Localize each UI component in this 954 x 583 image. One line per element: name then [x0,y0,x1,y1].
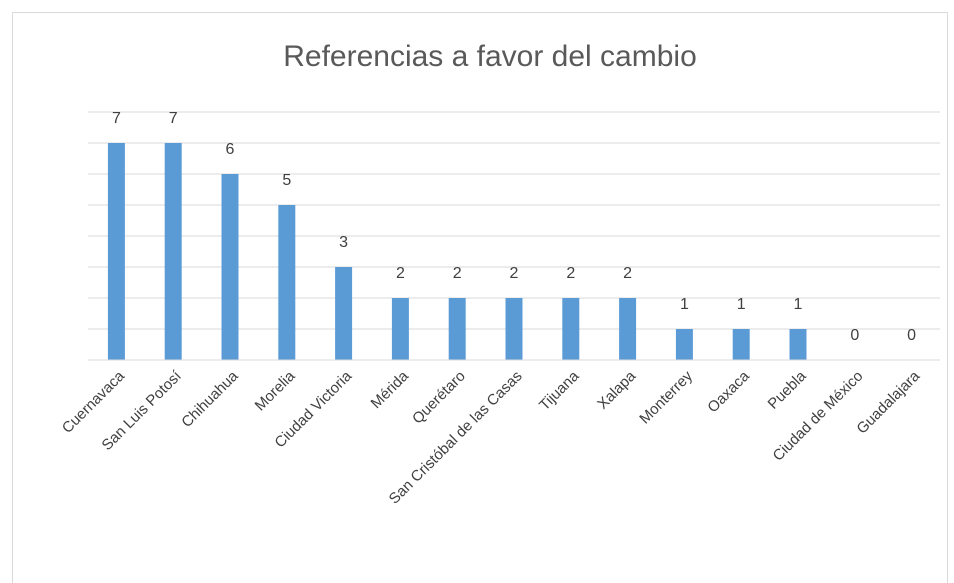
bar [391,298,409,360]
value-label: 6 [226,141,235,158]
value-label: 7 [169,110,178,127]
value-label: 7 [112,110,121,127]
bar [278,205,296,360]
bar [221,174,239,360]
bar [335,267,353,360]
value-label: 1 [680,296,689,313]
value-label: 2 [566,265,575,282]
value-label: 0 [907,327,916,344]
value-label: 1 [737,296,746,313]
bar [789,329,807,360]
value-label: 2 [510,265,519,282]
bar [448,298,466,360]
value-label: 1 [794,296,803,313]
value-label: 2 [623,265,632,282]
bar [107,143,125,360]
bar [562,298,580,360]
value-label: 5 [282,172,291,189]
value-label: 2 [396,265,405,282]
bar [732,329,750,360]
chart-title: Referencias a favor del cambio [283,40,697,73]
value-label: 2 [453,265,462,282]
bar [164,143,182,360]
value-label: 0 [850,327,859,344]
bar [505,298,523,360]
value-label: 3 [339,234,348,251]
bar [675,329,693,360]
bar [619,298,637,360]
